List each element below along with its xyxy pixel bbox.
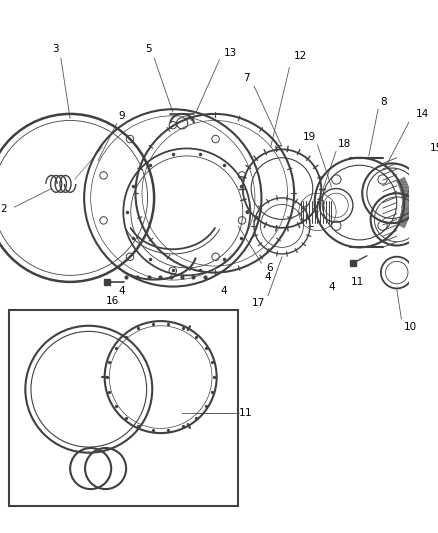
Text: 17: 17 <box>252 298 265 309</box>
Text: 8: 8 <box>380 97 387 107</box>
Text: 14: 14 <box>415 109 429 119</box>
Text: 6: 6 <box>266 263 273 273</box>
Text: 4: 4 <box>118 286 125 296</box>
Text: 15: 15 <box>429 143 438 154</box>
Text: 1: 1 <box>239 408 246 417</box>
Text: 4: 4 <box>265 272 271 282</box>
Text: 11: 11 <box>351 277 364 287</box>
Text: 10: 10 <box>404 322 417 332</box>
Text: 16: 16 <box>106 296 119 305</box>
Text: 3: 3 <box>52 44 59 54</box>
Text: 13: 13 <box>224 49 237 58</box>
Text: 9: 9 <box>119 111 125 121</box>
Text: 7: 7 <box>243 74 249 84</box>
Text: 12: 12 <box>294 51 307 61</box>
Text: 18: 18 <box>338 139 351 149</box>
Text: 1: 1 <box>245 408 251 417</box>
Bar <box>10 310 238 506</box>
Text: 2: 2 <box>0 204 7 214</box>
Text: 19: 19 <box>302 132 316 142</box>
Text: 4: 4 <box>221 286 227 296</box>
Text: 4: 4 <box>328 281 335 292</box>
Text: 5: 5 <box>146 44 152 54</box>
